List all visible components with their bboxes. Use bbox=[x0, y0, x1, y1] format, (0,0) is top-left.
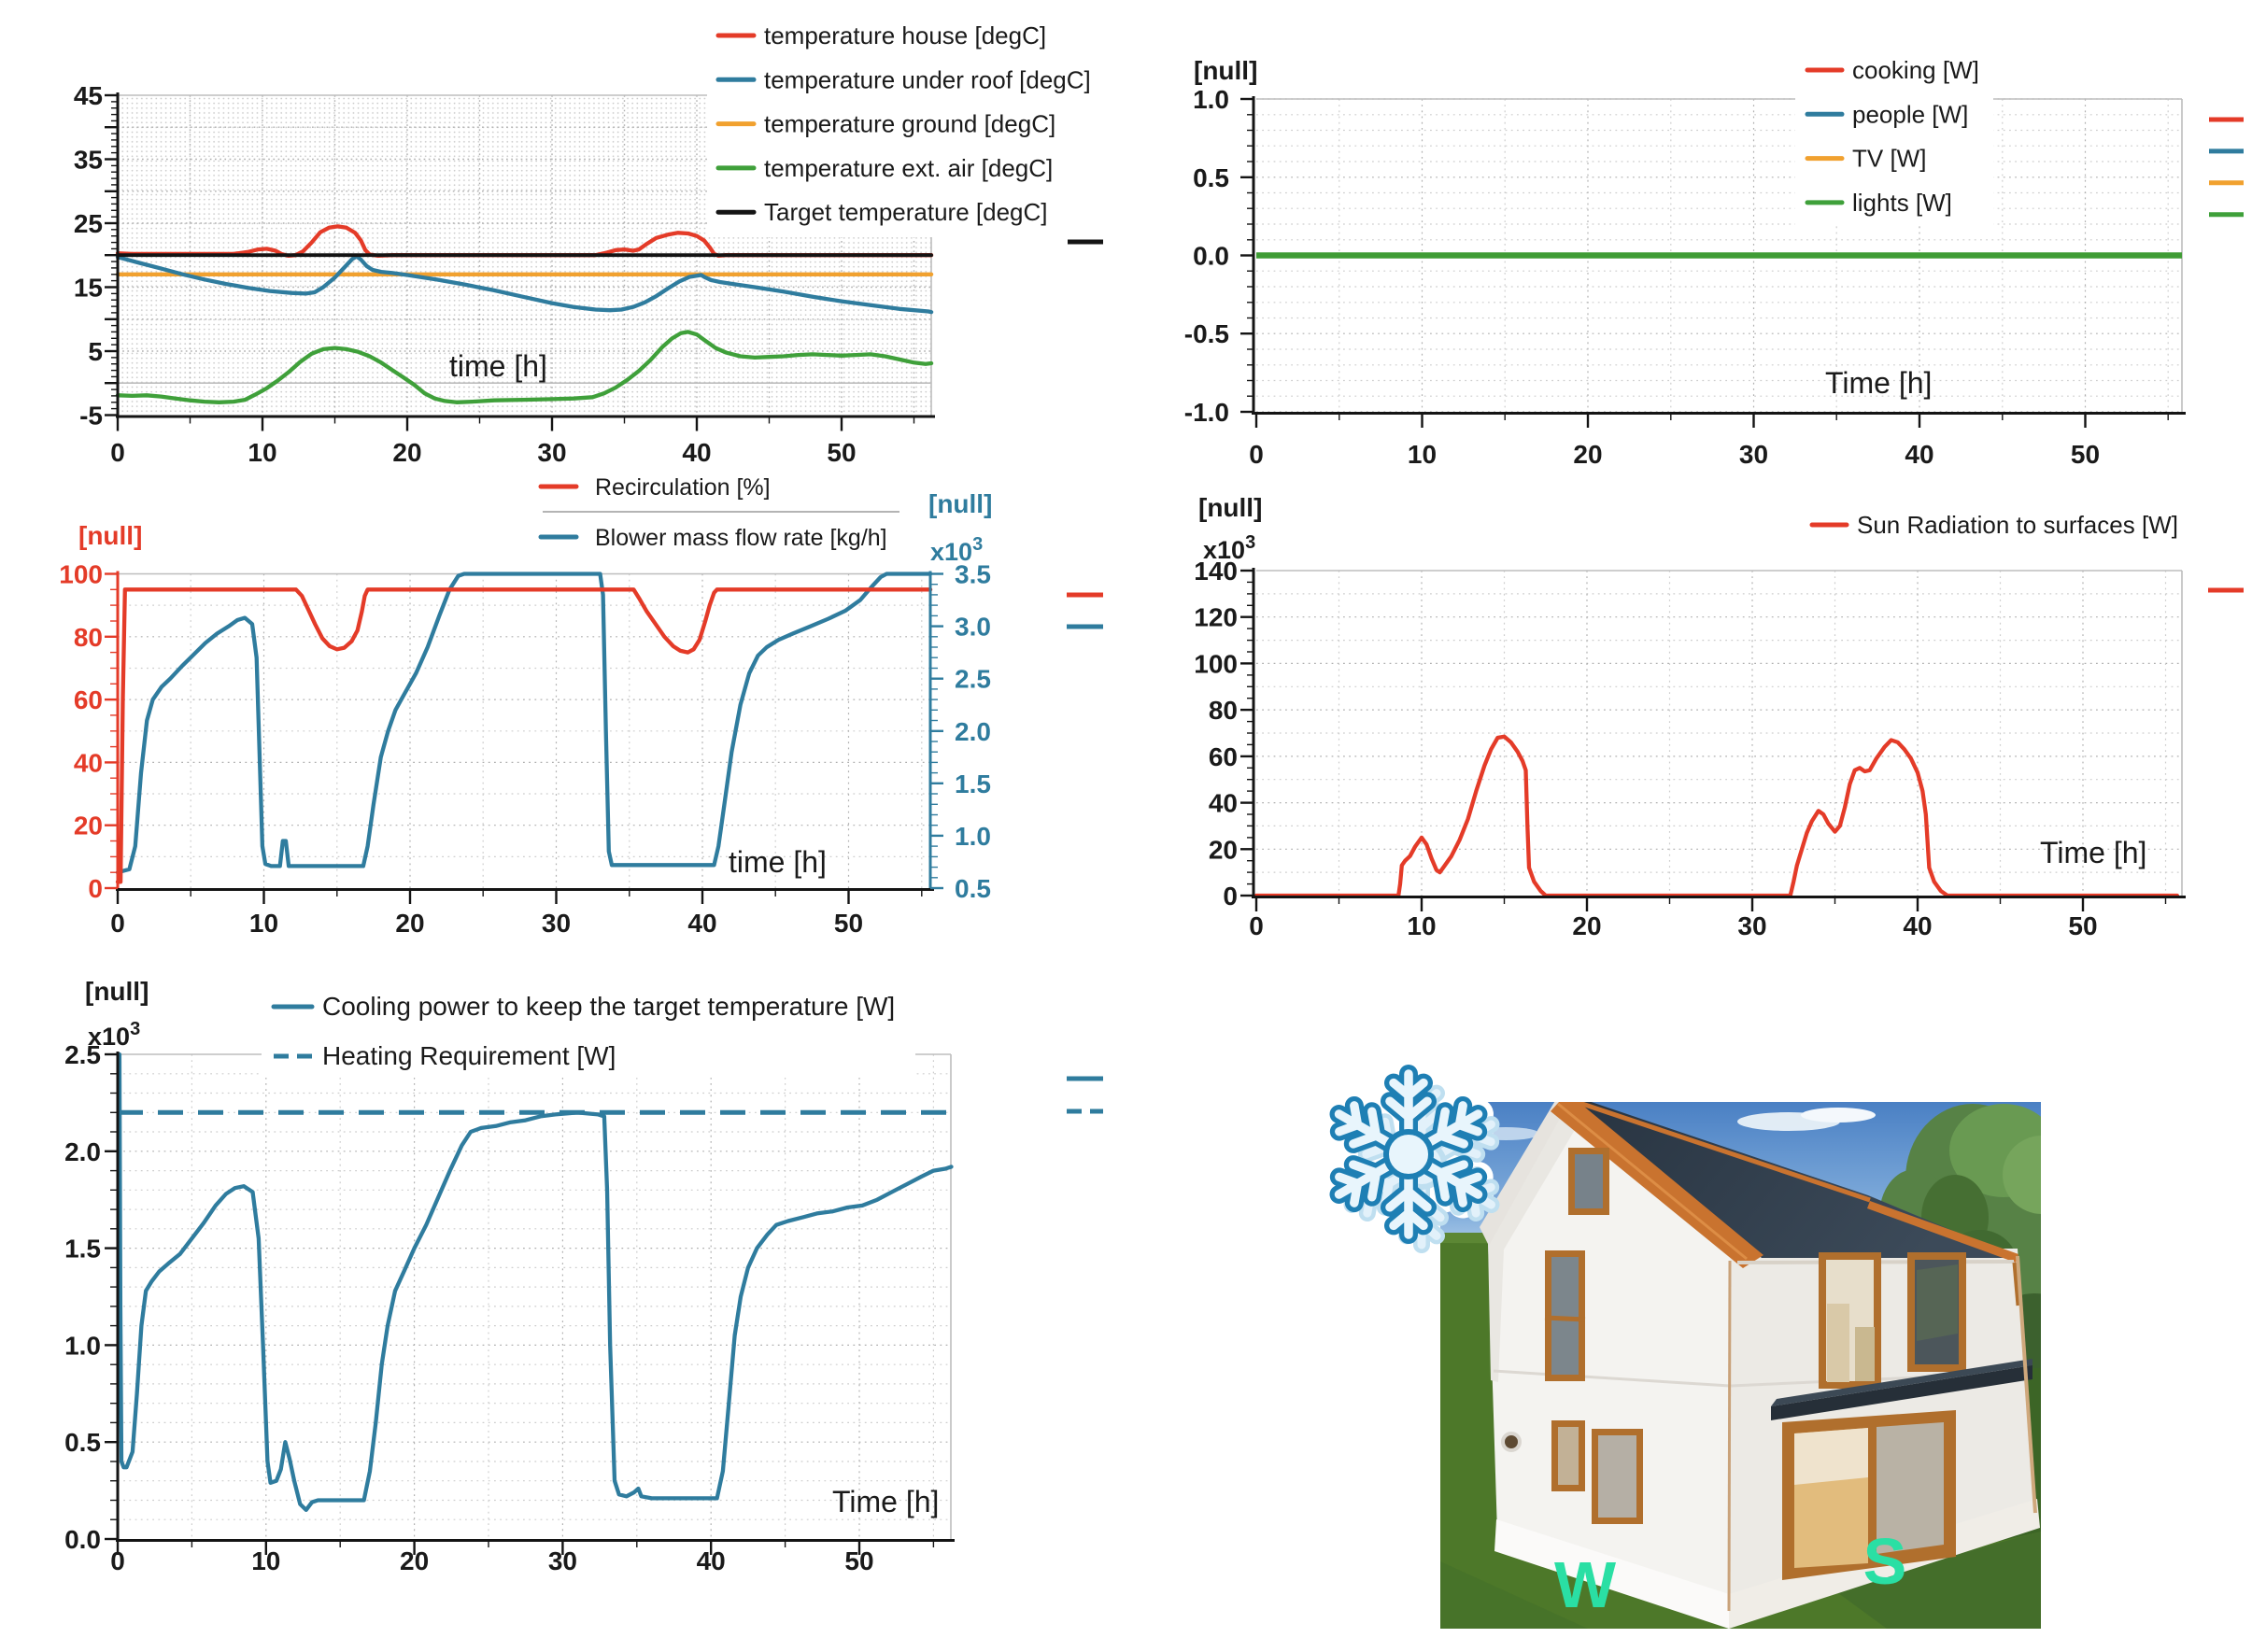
svg-text:Time [h]: Time [h] bbox=[832, 1485, 939, 1518]
svg-text:50: 50 bbox=[827, 438, 856, 467]
svg-text:0.0: 0.0 bbox=[1193, 242, 1229, 271]
svg-text:30: 30 bbox=[1737, 911, 1766, 940]
svg-text:1.0: 1.0 bbox=[955, 822, 991, 851]
svg-text:10: 10 bbox=[1407, 911, 1436, 940]
svg-text:TV [W]: TV [W] bbox=[1852, 145, 1926, 173]
svg-text:10: 10 bbox=[249, 909, 278, 938]
svg-text:time [h]: time [h] bbox=[729, 845, 827, 879]
svg-text:lights [W]: lights [W] bbox=[1852, 189, 1952, 217]
svg-text:1.0: 1.0 bbox=[64, 1331, 101, 1360]
svg-text:40: 40 bbox=[1903, 911, 1932, 940]
svg-text:20: 20 bbox=[395, 909, 424, 938]
svg-text:Heating Requirement [W]: Heating Requirement [W] bbox=[322, 1041, 616, 1070]
svg-text:100: 100 bbox=[1194, 649, 1238, 678]
svg-text:35: 35 bbox=[74, 146, 103, 175]
svg-text:60: 60 bbox=[1209, 742, 1238, 771]
svg-text:0.5: 0.5 bbox=[955, 874, 991, 903]
svg-text:10: 10 bbox=[1408, 440, 1437, 469]
svg-text:[null]: [null] bbox=[928, 489, 992, 518]
svg-text:-0.5: -0.5 bbox=[1184, 319, 1229, 348]
svg-text:140: 140 bbox=[1194, 557, 1238, 586]
svg-text:20: 20 bbox=[1209, 835, 1238, 864]
svg-text:S: S bbox=[1863, 1525, 1907, 1598]
svg-text:W: W bbox=[1554, 1548, 1616, 1621]
svg-text:30: 30 bbox=[542, 909, 571, 938]
svg-text:people [W]: people [W] bbox=[1852, 100, 1968, 128]
svg-text:0: 0 bbox=[88, 874, 103, 903]
svg-text:[null]: [null] bbox=[1194, 56, 1257, 85]
svg-text:0.0: 0.0 bbox=[64, 1525, 101, 1554]
svg-text:2.5: 2.5 bbox=[955, 665, 991, 694]
svg-text:Target temperature [degC]: Target temperature [degC] bbox=[764, 198, 1048, 226]
svg-text:temperature under roof [degC]: temperature under roof [degC] bbox=[764, 65, 1091, 93]
svg-text:50: 50 bbox=[2068, 911, 2097, 940]
svg-text:Cooling power to keep the targ: Cooling power to keep the target tempera… bbox=[322, 992, 895, 1021]
svg-text:cooking [W]: cooking [W] bbox=[1852, 56, 1979, 84]
svg-text:30: 30 bbox=[548, 1546, 577, 1575]
svg-text:2.5: 2.5 bbox=[64, 1040, 101, 1069]
svg-text:0: 0 bbox=[110, 1546, 125, 1575]
svg-text:40: 40 bbox=[697, 1546, 726, 1575]
svg-text:[null]: [null] bbox=[85, 977, 149, 1006]
svg-text:20: 20 bbox=[392, 438, 421, 467]
svg-text:Blower mass flow rate [kg/h]: Blower mass flow rate [kg/h] bbox=[595, 525, 887, 551]
svg-text:2.0: 2.0 bbox=[955, 717, 991, 746]
svg-text:0: 0 bbox=[110, 909, 125, 938]
svg-text:40: 40 bbox=[74, 748, 103, 777]
svg-text:20: 20 bbox=[74, 812, 103, 840]
svg-text:[null]: [null] bbox=[1198, 493, 1262, 522]
svg-text:3.0: 3.0 bbox=[955, 613, 991, 642]
svg-text:20: 20 bbox=[1573, 440, 1602, 469]
svg-text:25: 25 bbox=[74, 209, 103, 238]
svg-text:-5: -5 bbox=[79, 402, 103, 431]
svg-text:45: 45 bbox=[74, 81, 103, 110]
svg-text:20: 20 bbox=[1572, 911, 1601, 940]
svg-text:0.5: 0.5 bbox=[64, 1428, 101, 1457]
svg-text:0: 0 bbox=[110, 438, 125, 467]
svg-text:x103: x103 bbox=[1203, 532, 1255, 564]
svg-text:-1.0: -1.0 bbox=[1184, 398, 1229, 427]
svg-text:0: 0 bbox=[1249, 911, 1264, 940]
svg-text:3.5: 3.5 bbox=[955, 560, 991, 589]
svg-text:20: 20 bbox=[400, 1546, 429, 1575]
svg-text:40: 40 bbox=[687, 909, 716, 938]
svg-text:10: 10 bbox=[248, 438, 276, 467]
svg-text:Time [h]: Time [h] bbox=[1825, 366, 1932, 400]
svg-text:time [h]: time [h] bbox=[449, 349, 547, 383]
svg-text:1.0: 1.0 bbox=[1193, 85, 1229, 114]
svg-text:0.5: 0.5 bbox=[1193, 163, 1229, 192]
svg-text:2.0: 2.0 bbox=[64, 1137, 101, 1166]
svg-text:100: 100 bbox=[59, 560, 103, 589]
svg-text:5: 5 bbox=[88, 337, 103, 366]
svg-text:40: 40 bbox=[682, 438, 711, 467]
svg-text:temperature ground [degC]: temperature ground [degC] bbox=[764, 110, 1055, 138]
svg-text:0: 0 bbox=[1249, 440, 1264, 469]
svg-text:30: 30 bbox=[1739, 440, 1768, 469]
svg-text:Time [h]: Time [h] bbox=[2040, 836, 2146, 869]
svg-text:temperature house [degC]: temperature house [degC] bbox=[764, 21, 1046, 49]
svg-text:15: 15 bbox=[74, 274, 103, 303]
svg-text:10: 10 bbox=[251, 1546, 280, 1575]
svg-text:40: 40 bbox=[1209, 789, 1238, 818]
svg-text:0: 0 bbox=[1223, 882, 1238, 911]
svg-text:50: 50 bbox=[844, 1546, 873, 1575]
svg-text:80: 80 bbox=[74, 623, 103, 652]
svg-text:30: 30 bbox=[537, 438, 566, 467]
svg-text:80: 80 bbox=[1209, 696, 1238, 725]
svg-text:1.5: 1.5 bbox=[64, 1235, 101, 1264]
svg-text:40: 40 bbox=[1905, 440, 1933, 469]
svg-text:120: 120 bbox=[1194, 603, 1238, 632]
svg-text:50: 50 bbox=[834, 909, 863, 938]
svg-text:Recirculation [%]: Recirculation [%] bbox=[595, 474, 771, 501]
svg-text:60: 60 bbox=[74, 685, 103, 714]
svg-text:[null]: [null] bbox=[78, 521, 142, 550]
svg-text:temperature ext. air [degC]: temperature ext. air [degC] bbox=[764, 154, 1053, 182]
svg-text:1.5: 1.5 bbox=[955, 770, 991, 798]
svg-text:Sun Radiation to surfaces [W]: Sun Radiation to surfaces [W] bbox=[1857, 511, 2178, 539]
svg-text:50: 50 bbox=[2071, 440, 2100, 469]
